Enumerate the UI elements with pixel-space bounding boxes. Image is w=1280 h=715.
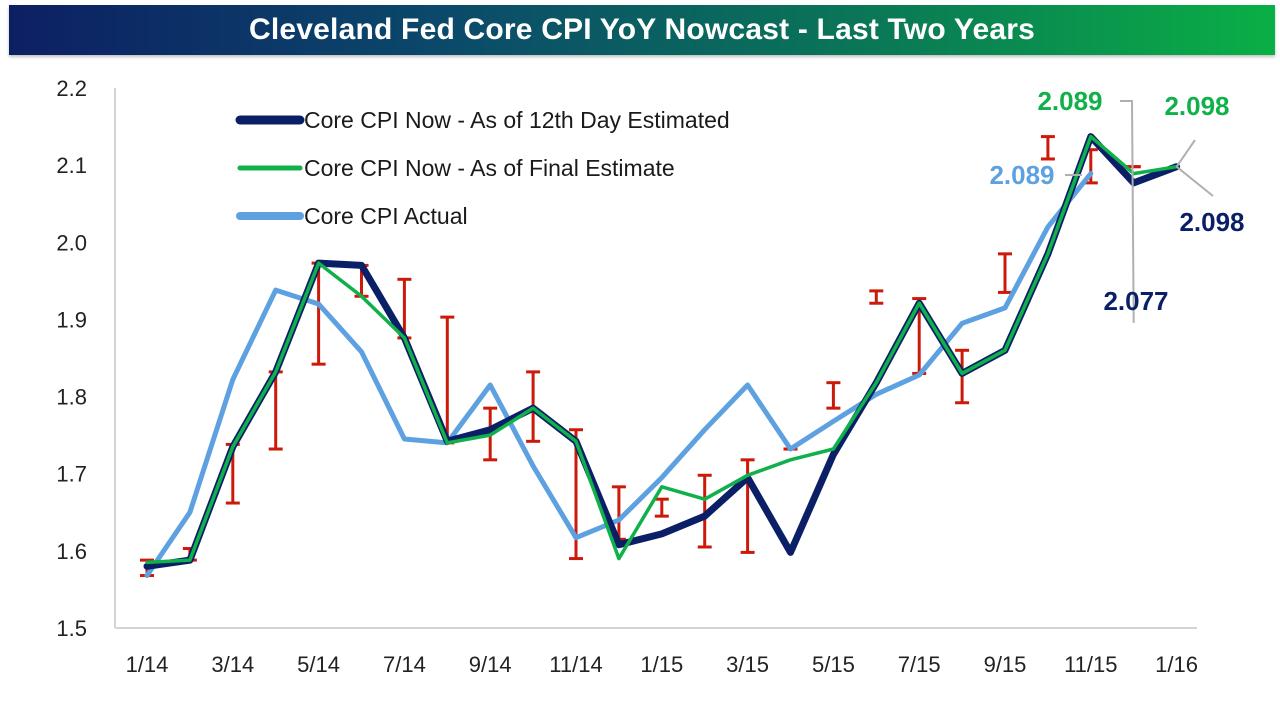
legend-label-2: Core CPI Actual	[304, 203, 468, 229]
x-tick-label: 5/15	[812, 652, 855, 677]
y-tick-label: 2.1	[56, 153, 87, 178]
x-tick-label: 1/15	[640, 652, 683, 677]
x-tick-label: 5/14	[297, 652, 340, 677]
y-tick-label: 2.2	[56, 76, 87, 101]
x-tick-label: 7/15	[898, 652, 941, 677]
error-bar	[998, 252, 1012, 294]
annotation-12th-dec: 2.077	[1103, 286, 1168, 316]
y-tick-label: 1.6	[56, 539, 87, 564]
x-tick-label: 11/15	[1064, 652, 1117, 677]
annotation-leader	[1120, 100, 1135, 323]
x-tick-label: 7/14	[383, 652, 426, 677]
error-bar	[654, 497, 669, 518]
annotation-leader	[1175, 139, 1196, 168]
error-bar	[697, 473, 712, 549]
y-tick-label: 1.8	[56, 385, 87, 410]
chart-title: Cleveland Fed Core CPI YoY Nowcast - Las…	[248, 13, 1035, 46]
x-tick-label: 11/14	[549, 652, 602, 677]
error-bar	[869, 289, 884, 305]
annotation-final-jan: 2.098	[1164, 91, 1229, 121]
x-tick-label: 9/15	[984, 652, 1027, 677]
legend: Core CPI Now - As of 12th Day Estimated C…	[235, 107, 730, 229]
annotation-actual-nov: 2.089	[989, 160, 1054, 190]
annotations: 2.089 2.098 2.089 2.077 2.098	[989, 86, 1245, 323]
x-tick-label: 1/14	[126, 652, 169, 677]
y-tick-label: 1.9	[56, 307, 87, 332]
error-bar	[826, 381, 841, 410]
annotation-12th-jan: 2.098	[1179, 207, 1244, 237]
y-tick-label: 1.7	[56, 462, 87, 487]
annotation-final-dec: 2.089	[1037, 86, 1102, 116]
x-tick-label: 9/14	[469, 652, 512, 677]
series-lines	[143, 133, 1181, 578]
x-tick-label: 3/14	[211, 652, 254, 677]
chart-title-bar: Cleveland Fed Core CPI YoY Nowcast - Las…	[9, 5, 1275, 55]
error-bar	[1040, 135, 1055, 161]
annotation-leader	[1175, 165, 1214, 197]
x-tick-label: 1/16	[1155, 652, 1198, 677]
y-tick-label: 2.0	[56, 230, 87, 255]
series-line-1	[145, 134, 1179, 565]
legend-label-0: Core CPI Now - As of 12th Day Estimated	[304, 107, 730, 133]
y-tick-label: 1.5	[56, 616, 87, 641]
legend-label-1: Core CPI Now - As of Final Estimate	[304, 155, 675, 181]
axes: 1.5 1.6 1.7 1.8 1.9 2.0 2.1 2.2 1/14 3/14 5/14 7/14…	[56, 76, 1198, 677]
x-tick-label: 3/15	[726, 652, 769, 677]
